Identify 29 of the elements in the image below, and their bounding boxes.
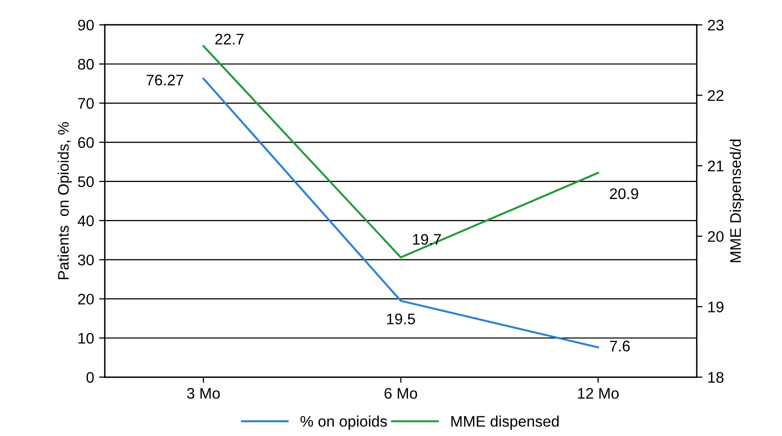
y-tick-label: 80 bbox=[78, 58, 94, 70]
y-tick-label: 90 bbox=[78, 20, 94, 31]
y-axis-title: Patients on Opioids, % bbox=[58, 122, 72, 280]
y2-tick-label: 23 bbox=[708, 20, 724, 31]
y-tick-label: 40 bbox=[78, 215, 94, 226]
x-tick-label: 3 Mo bbox=[187, 388, 220, 399]
legend-label: MME dispensed bbox=[451, 416, 559, 430]
y-tick-label: 60 bbox=[78, 137, 94, 148]
data-label: 20.9 bbox=[610, 188, 638, 200]
y2-tick-label: 22 bbox=[708, 90, 724, 101]
y2-axis-title: MME Dispensed/d bbox=[730, 140, 744, 262]
y-tick-label: 70 bbox=[78, 98, 94, 109]
x-tick-label: 6 Mo bbox=[384, 388, 418, 399]
y2-tick-label: 20 bbox=[708, 231, 724, 242]
y-tick-label: 0 bbox=[86, 372, 94, 383]
y2-tick-label: 21 bbox=[708, 160, 724, 172]
data-label: 7.6 bbox=[610, 340, 630, 352]
y-tick-label: 10 bbox=[78, 332, 94, 344]
data-label: 22.7 bbox=[215, 34, 244, 44]
y2-tick-label: 19 bbox=[708, 302, 724, 312]
y-tick-label: 30 bbox=[78, 254, 94, 266]
y-tick-label: 50 bbox=[78, 176, 94, 188]
x-tick-label: 12 Mo bbox=[578, 388, 619, 399]
data-label: 19.7 bbox=[413, 234, 441, 245]
y-tick-label: 20 bbox=[78, 294, 94, 305]
y2-tick-label: 18 bbox=[708, 372, 724, 383]
legend-label: % on opioids bbox=[300, 416, 387, 430]
data-label: 19.5 bbox=[387, 314, 416, 324]
data-label: 76.27 bbox=[146, 74, 184, 86]
